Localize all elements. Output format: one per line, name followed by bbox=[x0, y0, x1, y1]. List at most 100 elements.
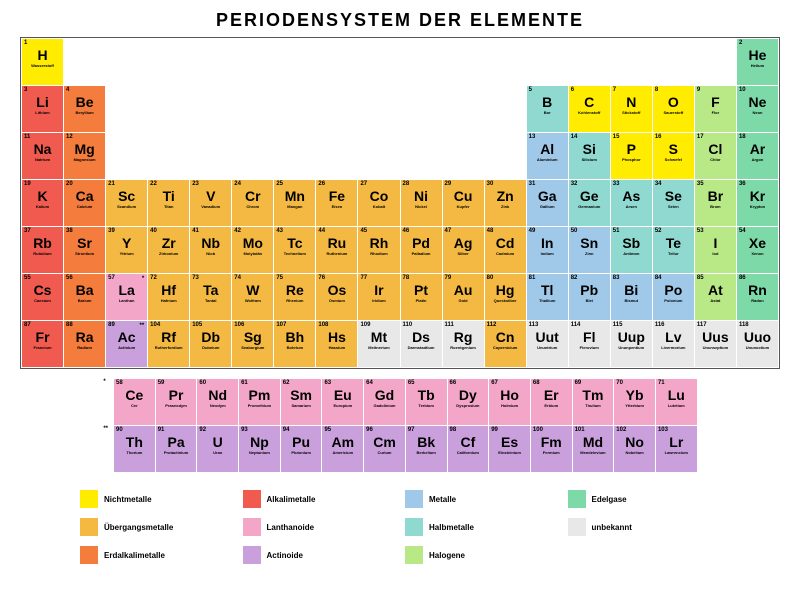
element-Bk: 97BkBerkelium bbox=[406, 426, 447, 472]
element-symbol: Ru bbox=[328, 236, 347, 251]
element-name: Iridium bbox=[372, 299, 385, 303]
atomic-number: 8 bbox=[653, 87, 658, 93]
empty-cell bbox=[148, 39, 189, 85]
element-Bi: 83BiBismut bbox=[611, 274, 652, 320]
element-name: Lithium bbox=[35, 111, 49, 115]
legend-item-uebergangsmetalle: Übergangsmetalle bbox=[80, 518, 233, 536]
element-name: Vanadium bbox=[201, 205, 220, 209]
element-symbol: Hg bbox=[496, 283, 515, 298]
element-Ge: 32GeGermanium bbox=[569, 180, 610, 226]
element-symbol: Tc bbox=[287, 236, 302, 251]
atomic-number: 96 bbox=[364, 427, 373, 433]
element-symbol: Ra bbox=[76, 330, 94, 345]
atomic-number: 21 bbox=[106, 181, 115, 187]
element-Pt: 78PtPlatin bbox=[401, 274, 442, 320]
element-name: Zinn bbox=[585, 252, 593, 256]
element-symbol: As bbox=[622, 189, 640, 204]
element-name: Beryllium bbox=[75, 111, 93, 115]
atomic-number: 71 bbox=[656, 380, 665, 386]
element-As: 33AsArsen bbox=[611, 180, 652, 226]
atomic-number: 27 bbox=[358, 181, 367, 187]
element-name: Uran bbox=[213, 451, 222, 455]
element-name: Yttrium bbox=[120, 252, 134, 256]
atomic-number: 94 bbox=[281, 427, 290, 433]
element-symbol: Se bbox=[665, 189, 682, 204]
atomic-number: 53 bbox=[695, 228, 704, 234]
atomic-number: 90 bbox=[114, 427, 123, 433]
atomic-number: 30 bbox=[485, 181, 494, 187]
element-Db: 105DbDubnium bbox=[190, 321, 231, 367]
element-name: Gallium bbox=[540, 205, 555, 209]
element-symbol: Pb bbox=[580, 283, 598, 298]
element-Se: 34SeSelen bbox=[653, 180, 694, 226]
element-symbol: Sr bbox=[77, 236, 92, 251]
element-name: Erbium bbox=[544, 404, 558, 408]
element-symbol: Np bbox=[250, 435, 269, 450]
element-name: Gadolinium bbox=[373, 404, 395, 408]
element-O: 8OSauerstoff bbox=[653, 86, 694, 132]
atomic-number: 1 bbox=[22, 40, 27, 46]
element-name: Strontium bbox=[75, 252, 94, 256]
actinoide-marker: ** bbox=[103, 426, 111, 472]
element-symbol: Bi bbox=[624, 283, 638, 298]
empty-cell bbox=[106, 86, 147, 132]
element-symbol: Kr bbox=[750, 189, 766, 204]
element-Cf: 98CfCalifornium bbox=[448, 426, 489, 472]
atomic-number: 29 bbox=[443, 181, 452, 187]
element-name: Einsteinium bbox=[498, 451, 521, 455]
element-symbol: Zr bbox=[162, 236, 176, 251]
atomic-number: 13 bbox=[527, 134, 536, 140]
element-Br: 35BrBrom bbox=[695, 180, 736, 226]
empty-cell bbox=[485, 86, 526, 132]
element-name: Natrium bbox=[35, 158, 50, 162]
empty-cell bbox=[106, 133, 147, 179]
element-Er: 68ErErbium bbox=[531, 379, 572, 425]
element-name: Germanium bbox=[578, 205, 600, 209]
element-symbol: Cm bbox=[373, 435, 396, 450]
element-name: Gold bbox=[459, 299, 468, 303]
element-symbol: Al bbox=[540, 142, 554, 157]
element-Np: 93NpNeptunium bbox=[239, 426, 280, 472]
atomic-number: 106 bbox=[232, 322, 244, 328]
atomic-number: 89 bbox=[106, 322, 115, 328]
element-name: Ununpentium bbox=[618, 346, 644, 350]
element-name: Plutonium bbox=[291, 451, 311, 455]
empty-cell bbox=[148, 133, 189, 179]
element-symbol: Ag bbox=[454, 236, 473, 251]
atomic-number: 116 bbox=[653, 322, 665, 328]
element-Lr: 103LrLawrencium bbox=[656, 426, 697, 472]
element-name: Wolfram bbox=[245, 299, 261, 303]
element-Uup: 115UupUnunpentium bbox=[611, 321, 652, 367]
empty-cell bbox=[401, 86, 442, 132]
atomic-number: 69 bbox=[573, 380, 582, 386]
element-name: Technetium bbox=[284, 252, 306, 256]
element-symbol: Uut bbox=[536, 330, 559, 345]
legend-swatch bbox=[243, 490, 261, 508]
element-Be: 4BeBeryllium bbox=[64, 86, 105, 132]
element-Cs: 55CsCaesium bbox=[22, 274, 63, 320]
element-name: Arsen bbox=[626, 205, 637, 209]
atomic-number: 34 bbox=[653, 181, 662, 187]
legend-item-nichtmetalle: Nichtmetalle bbox=[80, 490, 233, 508]
element-name: Titan bbox=[164, 205, 173, 209]
atomic-number: 82 bbox=[569, 275, 578, 281]
element-name: Antimon bbox=[623, 252, 639, 256]
element-name: Terbium bbox=[418, 404, 433, 408]
element-symbol: Lv bbox=[665, 330, 681, 345]
element-symbol: Si bbox=[583, 142, 596, 157]
atomic-number: 110 bbox=[401, 322, 413, 328]
element-Sr: 38SrStrontium bbox=[64, 227, 105, 273]
element-symbol: Ir bbox=[374, 283, 383, 298]
element-Cm: 96CmCurium bbox=[364, 426, 405, 472]
atomic-number: 100 bbox=[531, 427, 543, 433]
element-symbol: Pu bbox=[292, 435, 310, 450]
element-Pb: 82PbBlei bbox=[569, 274, 610, 320]
element-symbol: Nb bbox=[201, 236, 220, 251]
element-name: Neptunium bbox=[249, 451, 270, 455]
element-symbol: Ne bbox=[749, 95, 767, 110]
element-symbol: Sb bbox=[622, 236, 640, 251]
element-Rg: 111RgRoentgenium bbox=[443, 321, 484, 367]
element-Cl: 17ClChlor bbox=[695, 133, 736, 179]
element-symbol: P bbox=[627, 142, 636, 157]
element-symbol: S bbox=[669, 142, 678, 157]
